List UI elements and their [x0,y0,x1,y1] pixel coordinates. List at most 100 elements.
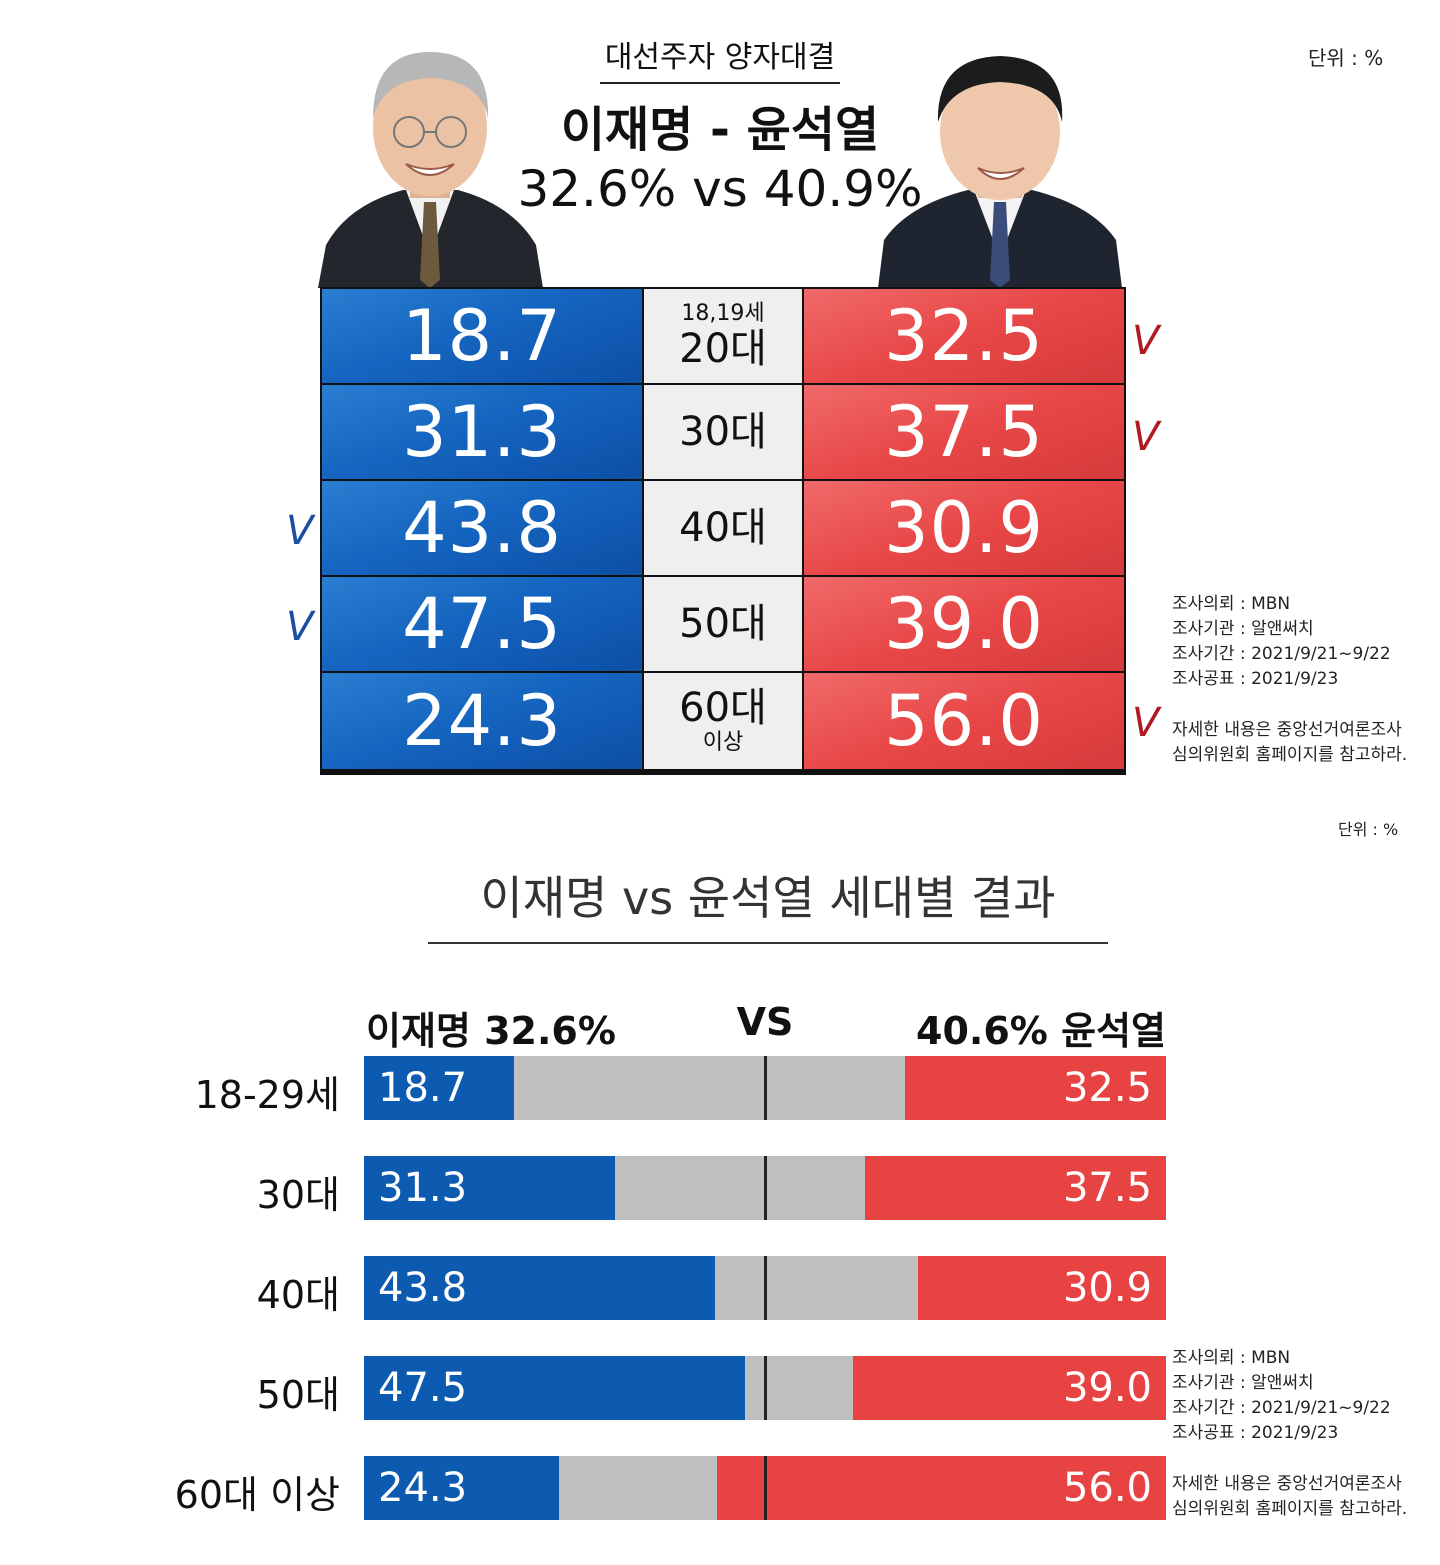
yoon-portrait [878,40,1122,288]
yoon-value-cell: 39.0 [804,577,1124,671]
midpoint-line [764,1156,767,1220]
table-row: 47.5 50대 39.0 [322,577,1124,671]
bar-row: 43.8 30.9 [364,1256,1166,1320]
footnote: 자세한 내용은 중앙선거여론조사 심의위원회 홈페이지를 참고하라. [1172,718,1407,768]
age-label: 50대 [679,601,767,647]
matchup-title: 이재명 - 윤석열 [560,102,880,158]
lee-value-label: 47.5 [378,1365,468,1411]
age-cell: 50대 [644,577,802,671]
lee-bar [364,1156,616,1220]
yoon-value-cell: 37.5 [804,385,1124,479]
subtitle: 대선주자 양자대결 [600,32,840,84]
table-row: 18.7 18,19세 20대 32.5 [322,289,1124,383]
yoon-value-label: 32.5 [1062,1065,1152,1111]
midpoint-line [764,1456,767,1520]
lee-value: 18.7 [402,295,562,377]
note-client: 조사의뢰 : MBN [1172,594,1291,614]
bar-row: 47.5 39.0 [364,1356,1166,1420]
midpoint-line [764,1256,767,1320]
bar-row: 18.7 32.5 [364,1056,1166,1120]
yoon-bar [918,1256,1166,1320]
yoon-value-cell: 56.0 [804,673,1124,769]
checkmark-icon: V [1132,700,1160,746]
vs-label: VS [736,1000,794,1044]
yoon-value-label: 39.0 [1062,1365,1152,1411]
checkmark-icon: V [1132,414,1160,460]
note-period: 조사기간 : 2021/9/21~9/22 [1172,1398,1391,1418]
midpoint-line [764,1356,767,1420]
yoon-bar [716,1456,1166,1520]
footnote-line: 자세한 내용은 중앙선거여론조사 [1172,720,1402,740]
table-row: 31.3 30대 37.5 [322,385,1124,479]
yoon-value: 30.9 [884,487,1044,569]
survey-notes: 조사의뢰 : MBN 조사기관 : 알앤써치 조사기간 : 2021/9/21~… [1172,1346,1391,1446]
yoon-bar [905,1056,1166,1120]
midpoint-line [764,1056,767,1120]
lee-value: 47.5 [402,583,562,665]
age-cell: 18,19세 20대 [644,289,802,383]
yoon-value-label: 37.5 [1062,1165,1152,1211]
footnote-line: 심의위원회 홈페이지를 참고하라. [1172,1499,1408,1519]
yoon-value: 32.5 [884,295,1044,377]
category-label: 60대 이상 [174,1473,340,1517]
lee-value-cell: 43.8 [322,481,642,575]
footnote: 자세한 내용은 중앙선거여론조사 심의위원회 홈페이지를 참고하라. [1172,1472,1407,1522]
note-published: 조사공표 : 2021/9/23 [1172,1423,1339,1443]
age-cell: 30대 [644,385,802,479]
lee-value-cell: 24.3 [322,673,642,769]
lee-value-label: 31.3 [378,1165,468,1211]
unit-label-bottom: 단위 : % [1338,820,1399,839]
category-label: 40대 [256,1273,340,1317]
yoon-value-cell: 30.9 [804,481,1124,575]
lee-portrait [318,40,543,288]
age-label: 40대 [679,505,767,551]
yoon-value-label: 30.9 [1062,1265,1152,1311]
note-agency: 조사기관 : 알앤써치 [1172,1373,1314,1393]
yoon-bar [865,1156,1166,1220]
category-label: 30대 [256,1173,340,1217]
lee-value-cell: 31.3 [322,385,642,479]
lee-value: 24.3 [402,680,562,762]
lee-bar [364,1056,514,1120]
age-cell: 60대 이상 [644,673,802,769]
checkmark-icon: V [1132,318,1160,364]
lee-value: 43.8 [402,487,562,569]
bar-row: 24.3 56.0 [364,1456,1166,1520]
age-label: 30대 [679,409,767,455]
footnote-line: 심의위원회 홈페이지를 참고하라. [1172,745,1408,765]
yoon-value: 39.0 [884,583,1044,665]
lee-bar [364,1356,745,1420]
lee-value-label: 18.7 [378,1065,468,1111]
lee-value-label: 24.3 [378,1465,468,1511]
lee-value-label: 43.8 [378,1265,468,1311]
chart-title: 이재명 vs 윤석열 세대별 결과 [428,862,1108,944]
table-row: 43.8 40대 30.9 [322,481,1124,575]
age-small-label: 18,19세 [681,301,765,326]
checkmark-icon: V [286,508,314,554]
age-cell: 40대 [644,481,802,575]
yoon-value: 56.0 [884,680,1044,762]
age-result-table: 18.7 18,19세 20대 32.5 31.3 30대 37.5 43.8 … [320,287,1126,775]
category-label: 18-29세 [194,1073,340,1117]
yoon-value: 37.5 [884,391,1044,473]
lee-value: 31.3 [402,391,562,473]
note-agency: 조사기관 : 알앤써치 [1172,619,1314,639]
lee-value-cell: 47.5 [322,577,642,671]
table-row: 24.3 60대 이상 56.0 [322,673,1124,769]
survey-notes: 조사의뢰 : MBN 조사기관 : 알앤써치 조사기간 : 2021/9/21~… [1172,592,1391,692]
yoon-bar [853,1356,1166,1420]
bar-row: 31.3 37.5 [364,1156,1166,1220]
yoon-header: 40.6% 윤석열 [916,1009,1166,1053]
category-label: 50대 [256,1373,340,1417]
age-label: 20대 [679,326,767,372]
checkmark-icon: V [286,604,314,650]
lee-header: 이재명 32.6% [366,1009,616,1053]
lee-bar [364,1256,716,1320]
yoon-value-cell: 32.5 [804,289,1124,383]
age-sub-label: 이상 [702,730,744,755]
overall-score: 32.6% vs 40.9% [517,160,923,218]
note-period: 조사기간 : 2021/9/21~9/22 [1172,644,1391,664]
note-client: 조사의뢰 : MBN [1172,1348,1291,1368]
lee-value-cell: 18.7 [322,289,642,383]
footnote-line: 자세한 내용은 중앙선거여론조사 [1172,1474,1402,1494]
